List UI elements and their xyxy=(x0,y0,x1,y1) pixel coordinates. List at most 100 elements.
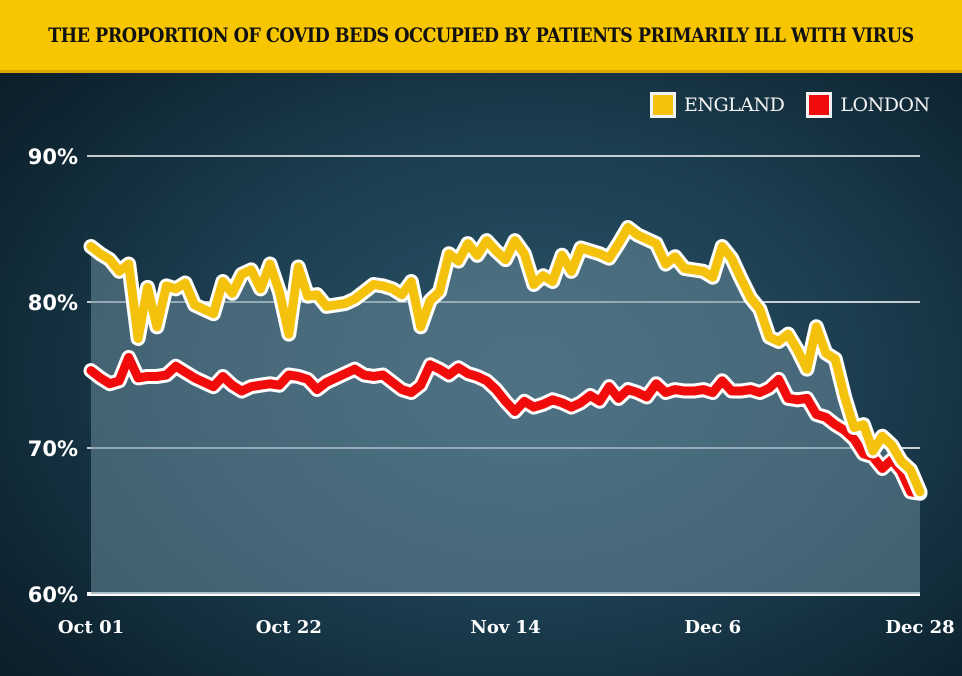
london-point xyxy=(457,367,459,369)
england-point xyxy=(457,260,459,262)
london-point xyxy=(212,386,214,388)
england-point xyxy=(250,269,252,271)
london-point xyxy=(354,368,356,370)
london-point xyxy=(401,389,403,391)
england-point xyxy=(222,281,224,283)
london-point xyxy=(344,373,346,375)
london-point xyxy=(797,399,799,401)
x-tick-label: Dec 28 xyxy=(885,617,954,638)
england-point xyxy=(768,336,770,338)
x-tick-label: Oct 22 xyxy=(256,617,322,638)
london-point xyxy=(505,400,506,402)
y-tick-label: 70% xyxy=(28,437,78,461)
england-swatch xyxy=(650,92,676,118)
england-point xyxy=(702,270,704,272)
london-point xyxy=(768,387,770,389)
london-point xyxy=(90,370,92,372)
england-point xyxy=(326,305,328,307)
london-point xyxy=(608,386,610,388)
london-point xyxy=(683,390,685,392)
legend-item-england: ENGLAND xyxy=(650,92,785,118)
london-point xyxy=(410,392,412,394)
england-point xyxy=(335,304,337,306)
london-point xyxy=(184,371,186,373)
london-point xyxy=(787,397,789,399)
england-point xyxy=(241,273,243,275)
london-point xyxy=(316,389,318,391)
x-axis: Oct 01 Oct 22 Nov 14 Dec 6 Dec 28 xyxy=(58,617,955,638)
england-point xyxy=(495,250,497,252)
london-point xyxy=(674,389,676,391)
england-point xyxy=(467,243,469,245)
london-swatch xyxy=(806,92,833,118)
chart-title: THE PROPORTION OF COVID BEDS OCCUPIED BY… xyxy=(48,23,914,47)
london-point xyxy=(222,375,224,377)
london-point xyxy=(627,389,629,391)
england-point xyxy=(693,269,695,271)
london-point xyxy=(231,384,233,386)
london-point xyxy=(844,429,846,431)
england-point xyxy=(561,254,563,256)
london-point xyxy=(655,383,657,385)
england-point xyxy=(853,427,855,429)
london-point xyxy=(165,374,167,376)
england-point xyxy=(910,469,912,471)
london-point xyxy=(448,374,450,376)
london-point xyxy=(731,390,733,392)
y-axis: 60% 70% 80% 90% xyxy=(28,145,78,607)
london-point xyxy=(241,390,243,392)
london-point xyxy=(260,384,262,386)
england-point xyxy=(825,352,827,354)
england-point xyxy=(514,240,516,242)
england-point xyxy=(542,275,544,277)
england-point xyxy=(297,266,299,268)
england-point xyxy=(373,283,375,285)
london-point xyxy=(778,378,780,380)
england-point xyxy=(90,246,92,248)
london-point xyxy=(278,384,280,386)
london-point xyxy=(618,397,620,399)
england-point xyxy=(505,259,506,261)
london-point xyxy=(712,392,714,394)
england-point xyxy=(184,282,186,284)
y-tick-label: 90% xyxy=(28,145,78,169)
england-point xyxy=(862,424,864,426)
london-point xyxy=(429,364,431,366)
london-point xyxy=(514,411,516,412)
london-point xyxy=(552,399,554,401)
legend: ENGLAND LONDON xyxy=(650,92,952,118)
england-point xyxy=(118,270,120,272)
england-point xyxy=(636,234,638,236)
london-point xyxy=(570,406,572,408)
england-point xyxy=(288,333,290,335)
y-tick-label: 60% xyxy=(28,583,78,607)
london-point xyxy=(721,380,723,382)
england-point xyxy=(420,326,422,328)
england-point xyxy=(165,285,167,287)
england-point xyxy=(731,257,733,259)
england-point xyxy=(759,308,761,310)
london-point xyxy=(740,390,742,392)
legend-label-england: ENGLAND xyxy=(684,94,785,116)
london-point xyxy=(99,377,101,379)
england-point xyxy=(580,247,582,249)
london-point xyxy=(307,378,309,380)
london-point xyxy=(335,377,337,379)
london-point xyxy=(118,380,120,382)
england-point xyxy=(797,349,799,351)
england-point xyxy=(212,313,214,315)
london-point xyxy=(702,389,704,391)
london-point xyxy=(759,392,761,394)
england-point xyxy=(712,276,714,278)
london-point xyxy=(665,392,667,394)
london-point xyxy=(439,368,441,370)
title-bar: THE PROPORTION OF COVID BEDS OCCUPIED BY… xyxy=(0,0,962,73)
series-lines xyxy=(83,220,928,501)
london-point xyxy=(391,381,393,383)
london-point xyxy=(147,375,149,377)
england-point xyxy=(721,246,723,248)
london-point xyxy=(646,396,648,398)
england-point xyxy=(382,285,384,287)
london-point xyxy=(881,467,883,469)
